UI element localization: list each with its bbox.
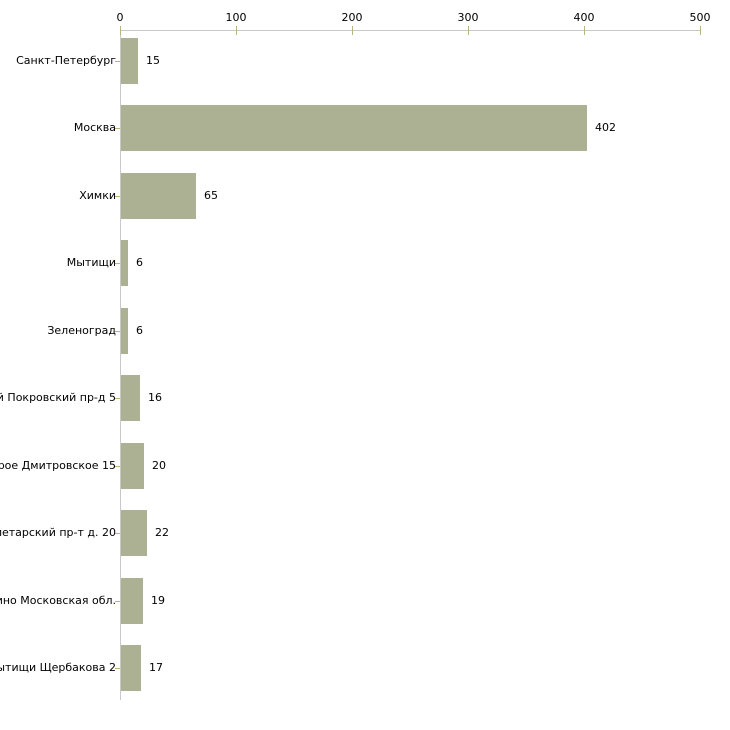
category-label: Санкт-Петербург: [16, 53, 116, 67]
bar: [121, 240, 128, 286]
bar: [121, 578, 143, 624]
value-label: 22: [155, 526, 169, 540]
category-tick-mark: [115, 601, 120, 602]
x-tick-label: 200: [341, 11, 363, 24]
bar: [121, 173, 196, 219]
x-tick-mark: [120, 26, 121, 35]
value-label: 6: [136, 256, 143, 270]
category-tick-mark: [115, 331, 120, 332]
bar: [121, 38, 138, 84]
x-tick-label: 400: [573, 11, 595, 24]
category-label: Мытищи Щербакова 2: [0, 661, 116, 675]
category-label: Москва: [73, 121, 116, 135]
x-tick-mark: [584, 26, 585, 35]
bar: [121, 443, 144, 489]
category-tick-mark: [115, 668, 120, 669]
value-label: 402: [595, 121, 616, 135]
y-axis-line: [120, 30, 121, 700]
category-tick-mark: [115, 466, 120, 467]
category-tick-mark: [115, 398, 120, 399]
x-tick-label: 100: [225, 11, 247, 24]
x-axis-line: [120, 30, 701, 31]
bar: [121, 105, 587, 151]
x-tick-mark: [236, 26, 237, 35]
category-tick-mark: [115, 61, 120, 62]
category-tick-mark: [115, 263, 120, 264]
category-label: Химки: [79, 188, 116, 202]
x-tick-mark: [468, 26, 469, 35]
category-label: Зеленоград: [47, 323, 116, 337]
x-tick-mark: [700, 26, 701, 35]
value-label: 20: [152, 458, 166, 472]
category-tick-mark: [115, 128, 120, 129]
bar: [121, 308, 128, 354]
x-tick-mark: [352, 26, 353, 35]
category-label: й Покровский пр-д 5: [0, 391, 116, 405]
category-label: ино Московская обл.: [0, 593, 116, 607]
category-label: Мытищи: [66, 256, 116, 270]
x-tick-label: 500: [689, 11, 711, 24]
bar: [121, 375, 140, 421]
x-tick-label: 300: [457, 11, 479, 24]
value-label: 6: [136, 323, 143, 337]
category-tick-mark: [115, 196, 120, 197]
category-label: летарский пр-т д. 20: [0, 526, 116, 540]
value-label: 16: [148, 391, 162, 405]
category-tick-mark: [115, 533, 120, 534]
bar: [121, 645, 141, 691]
value-label: 19: [151, 593, 165, 607]
x-tick-label: 0: [116, 11, 124, 24]
value-label: 65: [204, 188, 218, 202]
value-label: 17: [149, 661, 163, 675]
category-label: арое Дмитровское 15: [0, 458, 116, 472]
value-label: 15: [146, 53, 160, 67]
bar: [121, 510, 147, 556]
